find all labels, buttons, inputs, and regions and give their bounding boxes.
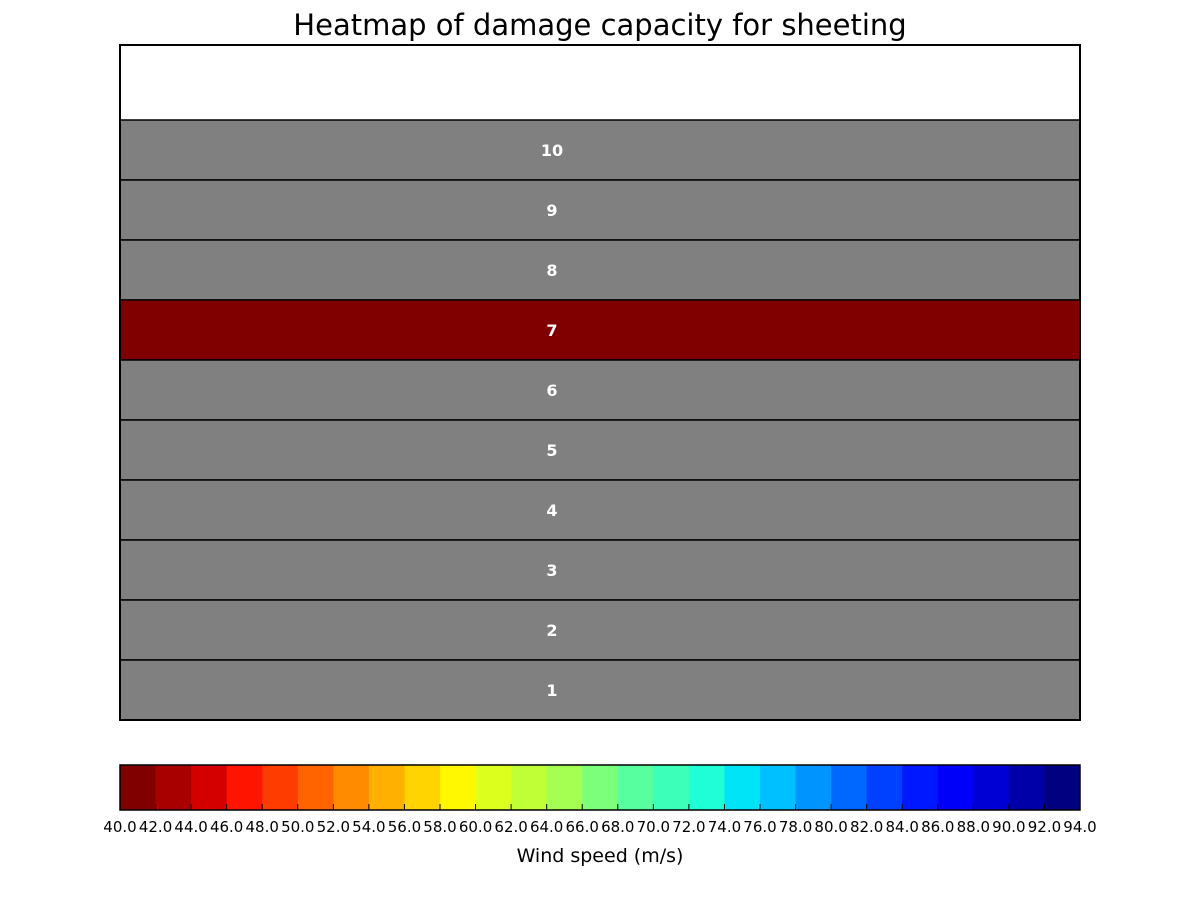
colorbar-segment-13: [582, 765, 619, 810]
row-label-8: 8: [546, 261, 557, 280]
colorbar-tick-label-17: 74.0: [708, 818, 741, 836]
colorbar-segment-15: [653, 765, 690, 810]
row-label-1: 1: [546, 681, 557, 700]
colorbar-tick-label-23: 86.0: [921, 818, 954, 836]
colorbar-tick-label-27: 94.0: [1063, 818, 1096, 836]
colorbar-tick-label-16: 72.0: [672, 818, 705, 836]
colorbar-tick-label-22: 84.0: [886, 818, 919, 836]
colorbar-segment-21: [866, 765, 903, 810]
colorbar-segment-7: [368, 765, 405, 810]
colorbar-segment-11: [511, 765, 548, 810]
row-label-5: 5: [546, 441, 557, 460]
colorbar-tick-label-11: 62.0: [494, 818, 527, 836]
colorbar-tick-label-26: 92.0: [1028, 818, 1061, 836]
colorbar-tick-label-20: 80.0: [814, 818, 847, 836]
colorbar-tick-label-12: 64.0: [530, 818, 563, 836]
heatmap-row-3: [119, 539, 1081, 601]
colorbar-segment-16: [688, 765, 725, 810]
colorbar-segment-10: [475, 765, 512, 810]
colorbar-segment-3: [226, 765, 263, 810]
colorbar-segment-19: [795, 765, 832, 810]
colorbar-tick-label-15: 70.0: [637, 818, 670, 836]
colorbar-tick-label-4: 48.0: [246, 818, 279, 836]
row-label-9: 9: [546, 201, 557, 220]
colorbar-segment-25: [1008, 765, 1045, 810]
colorbar-segment-23: [937, 765, 974, 810]
colorbar-tick-label-21: 82.0: [850, 818, 883, 836]
colorbar-segment-20: [831, 765, 868, 810]
colorbar-segment-8: [404, 765, 441, 810]
heatmap-row-10: [119, 119, 1081, 181]
row-label-3: 3: [546, 561, 557, 580]
heatmap-row-1: [119, 659, 1081, 721]
colorbar-segment-2: [191, 765, 228, 810]
colorbar-segment-24: [973, 765, 1010, 810]
heatmap-area: 10 9 8 7 6 5 4 3 2 1: [119, 119, 1081, 721]
colorbar-segment-17: [724, 765, 761, 810]
row-label-2: 2: [546, 621, 557, 640]
colorbar-segment-18: [760, 765, 797, 810]
colorbar-segment-6: [333, 765, 370, 810]
colorbar-tick-label-8: 56.0: [388, 818, 421, 836]
colorbar-tick-label-25: 90.0: [992, 818, 1025, 836]
colorbar-tick-label-6: 52.0: [317, 818, 350, 836]
heatmap-row-2: [119, 599, 1081, 661]
colorbar-segment-1: [155, 765, 192, 810]
heatmap-row-5: [119, 419, 1081, 481]
colorbar-tick-label-10: 60.0: [459, 818, 492, 836]
colorbar-tick-label-13: 66.0: [566, 818, 599, 836]
colorbar-frame: [119, 764, 1081, 811]
colorbar-segment-22: [902, 765, 939, 810]
chart-title: Heatmap of damage capacity for sheeting: [293, 8, 906, 42]
row-label-7: 7: [546, 321, 557, 340]
colorbar-tick-label-14: 68.0: [601, 818, 634, 836]
heatmap-row-7: [119, 299, 1081, 361]
row-label-6: 6: [546, 381, 557, 400]
colorbar-ticks: 40.0 42.0 44.0 46.0 48.0 50.0 52.0 54.0 56.0 58.0…: [103, 804, 1097, 836]
colorbar-tick-label-2: 44.0: [174, 818, 207, 836]
colorbar-tick-label-19: 78.0: [779, 818, 812, 836]
heatmap-row-6: [119, 359, 1081, 421]
colorbar-segment-12: [546, 765, 583, 810]
colorbar-tick-label-24: 88.0: [957, 818, 990, 836]
row-label-4: 4: [546, 501, 557, 520]
colorbar-tick-label-7: 54.0: [352, 818, 385, 836]
colorbar-segment-0: [120, 765, 157, 810]
colorbar-segment-5: [297, 765, 334, 810]
colorbar-segment-4: [262, 765, 299, 810]
heatmap-row-8: [119, 239, 1081, 301]
row-label-10: 10: [541, 141, 563, 160]
colorbar-segment-14: [617, 765, 654, 810]
colorbar: [120, 765, 1081, 810]
colorbar-label: Wind speed (m/s): [517, 845, 684, 867]
colorbar-tick-label-18: 76.0: [743, 818, 776, 836]
colorbar-tick-label-1: 42.0: [139, 818, 172, 836]
heatmap-row-4: [119, 479, 1081, 541]
colorbar-tick-label-9: 58.0: [423, 818, 456, 836]
colorbar-segment-9: [440, 765, 477, 810]
colorbar-segment-26: [1044, 765, 1081, 810]
heatmap-row-9: [119, 179, 1081, 241]
colorbar-tick-label-3: 46.0: [210, 818, 243, 836]
colorbar-tick-label-0: 40.0: [103, 818, 136, 836]
heatmap-frame: [119, 44, 1081, 721]
colorbar-tick-label-5: 50.0: [281, 818, 314, 836]
